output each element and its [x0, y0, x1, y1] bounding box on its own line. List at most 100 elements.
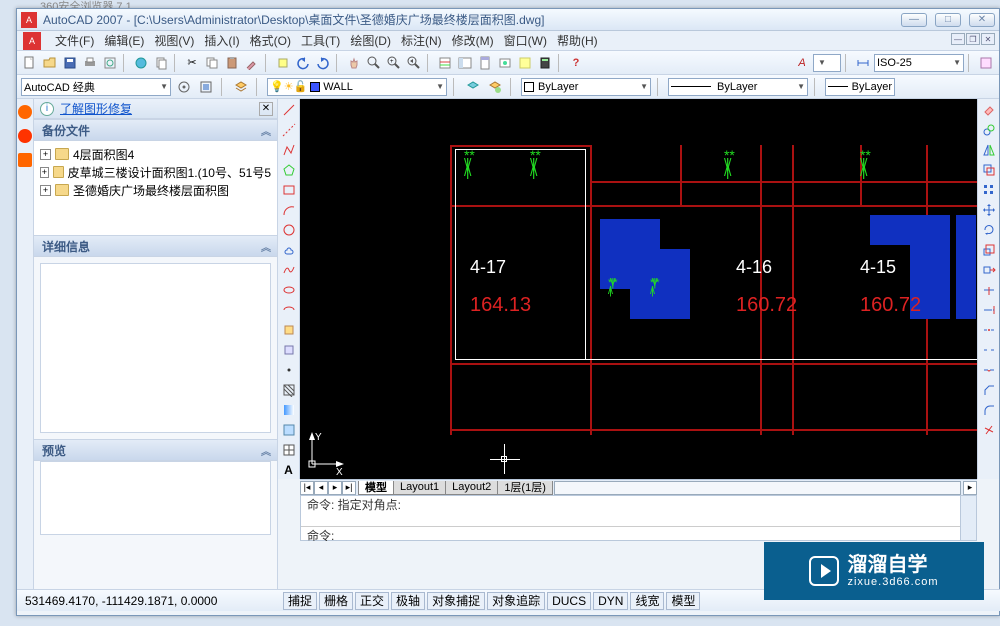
- tab-last-button[interactable]: ▸|: [342, 481, 356, 495]
- markup-icon[interactable]: [516, 54, 534, 72]
- menu-help[interactable]: 帮助(H): [557, 32, 598, 49]
- match-properties-icon[interactable]: [243, 54, 261, 72]
- workspace-settings-icon[interactable]: [175, 78, 193, 96]
- tool-palettes-icon[interactable]: [476, 54, 494, 72]
- zoom-previous-icon[interactable]: [405, 54, 423, 72]
- redo-icon[interactable]: [314, 54, 332, 72]
- mtext-icon[interactable]: A: [280, 461, 297, 478]
- mirror-icon[interactable]: [980, 141, 997, 158]
- sheet-set-icon[interactable]: [152, 54, 170, 72]
- ellipse-icon[interactable]: [280, 281, 297, 298]
- menu-edit[interactable]: 编辑(E): [104, 32, 144, 49]
- dim-update-icon[interactable]: [977, 54, 995, 72]
- tab-layout1[interactable]: Layout1: [393, 481, 446, 495]
- design-center-icon[interactable]: [456, 54, 474, 72]
- copy-object-icon[interactable]: [980, 121, 997, 138]
- break-icon[interactable]: [980, 341, 997, 358]
- sheet-set-manager-icon[interactable]: [496, 54, 514, 72]
- region-icon[interactable]: [280, 421, 297, 438]
- menu-insert[interactable]: 插入(I): [204, 32, 239, 49]
- status-snap[interactable]: 捕捉: [283, 592, 317, 610]
- color-dropdown[interactable]: ByLayer▼: [521, 78, 651, 96]
- menu-dimension[interactable]: 标注(N): [401, 32, 442, 49]
- menu-tools[interactable]: 工具(T): [301, 32, 340, 49]
- layer-properties-icon[interactable]: [232, 78, 250, 96]
- layer-previous-icon[interactable]: [464, 78, 482, 96]
- copy-icon[interactable]: [203, 54, 221, 72]
- extend-icon[interactable]: [980, 301, 997, 318]
- detail-section-title[interactable]: 详细信息︽: [34, 235, 277, 257]
- tree-item[interactable]: +4层面积图4: [40, 145, 271, 163]
- undo-icon[interactable]: [294, 54, 312, 72]
- plot-preview-icon[interactable]: [101, 54, 119, 72]
- line-icon[interactable]: [280, 101, 297, 118]
- tab-layout2[interactable]: Layout2: [445, 481, 498, 495]
- close-button[interactable]: ✕: [969, 13, 995, 27]
- status-model[interactable]: 模型: [666, 592, 700, 610]
- dimstyle-dropdown[interactable]: ISO-25▼: [874, 54, 964, 72]
- status-ortho[interactable]: 正交: [355, 592, 389, 610]
- construction-line-icon[interactable]: [280, 121, 297, 138]
- lineweight-dropdown[interactable]: ByLayer: [825, 78, 895, 96]
- move-icon[interactable]: [980, 201, 997, 218]
- menu-window[interactable]: 窗口(W): [504, 32, 547, 49]
- insert-block-icon[interactable]: [280, 321, 297, 338]
- quickcalc-icon[interactable]: [536, 54, 554, 72]
- browser-ball-2[interactable]: [18, 129, 32, 143]
- scale-icon[interactable]: [980, 241, 997, 258]
- circle-icon[interactable]: [280, 221, 297, 238]
- layer-states-icon[interactable]: [486, 78, 504, 96]
- workspace-save-icon[interactable]: [197, 78, 215, 96]
- status-otrack[interactable]: 对象追踪: [487, 592, 545, 610]
- print-icon[interactable]: [81, 54, 99, 72]
- zoom-window-icon[interactable]: +: [385, 54, 403, 72]
- revcloud-icon[interactable]: [280, 241, 297, 258]
- pan-icon[interactable]: [345, 54, 363, 72]
- hatch-icon[interactable]: [280, 381, 297, 398]
- backup-section-title[interactable]: 备份文件︽: [34, 119, 277, 141]
- array-icon[interactable]: [980, 181, 997, 198]
- help-icon[interactable]: ?: [567, 54, 585, 72]
- arc-icon[interactable]: [280, 201, 297, 218]
- dim-linear-icon[interactable]: [854, 54, 872, 72]
- text-dropdown[interactable]: ▼: [813, 54, 841, 72]
- rotate-icon[interactable]: [980, 221, 997, 238]
- chamfer-icon[interactable]: [980, 381, 997, 398]
- tab-first-button[interactable]: |◂: [300, 481, 314, 495]
- zoom-realtime-icon[interactable]: [365, 54, 383, 72]
- tab-floor1[interactable]: 1层(1层): [497, 481, 553, 495]
- paste-icon[interactable]: [223, 54, 241, 72]
- fillet-icon[interactable]: [980, 401, 997, 418]
- mdi-close-button[interactable]: ✕: [981, 33, 995, 45]
- recovery-link[interactable]: 了解图形修复: [60, 100, 132, 117]
- mdi-restore-button[interactable]: ❐: [966, 33, 980, 45]
- status-dyn[interactable]: DYN: [593, 592, 628, 610]
- status-grid[interactable]: 栅格: [319, 592, 353, 610]
- command-prompt[interactable]: 命令:: [301, 526, 976, 541]
- command-line[interactable]: 命令: 指定对角点: 命令:: [300, 495, 977, 541]
- status-osnap[interactable]: 对象捕捉: [427, 592, 485, 610]
- maximize-button[interactable]: □: [935, 13, 961, 27]
- join-icon[interactable]: [980, 361, 997, 378]
- gradient-icon[interactable]: [280, 401, 297, 418]
- command-scrollbar[interactable]: [960, 496, 976, 540]
- browser-ball-3[interactable]: [18, 153, 32, 167]
- panel-close-button[interactable]: ✕: [259, 102, 273, 116]
- cut-icon[interactable]: ✂: [183, 54, 201, 72]
- properties-icon[interactable]: [436, 54, 454, 72]
- linetype-dropdown[interactable]: ByLayer▼: [668, 78, 808, 96]
- polyline-icon[interactable]: [280, 141, 297, 158]
- offset-icon[interactable]: [980, 161, 997, 178]
- make-block-icon[interactable]: [280, 341, 297, 358]
- spline-icon[interactable]: [280, 261, 297, 278]
- preview-section-title[interactable]: 预览︽: [34, 439, 277, 461]
- trim-icon[interactable]: [980, 281, 997, 298]
- status-lwt[interactable]: 线宽: [630, 592, 664, 610]
- tab-next-button[interactable]: ▸: [328, 481, 342, 495]
- menu-modify[interactable]: 修改(M): [452, 32, 494, 49]
- rectangle-icon[interactable]: [280, 181, 297, 198]
- menu-format[interactable]: 格式(O): [250, 32, 291, 49]
- mdi-minimize-button[interactable]: —: [951, 33, 965, 45]
- status-ducs[interactable]: DUCS: [547, 592, 591, 610]
- new-icon[interactable]: [21, 54, 39, 72]
